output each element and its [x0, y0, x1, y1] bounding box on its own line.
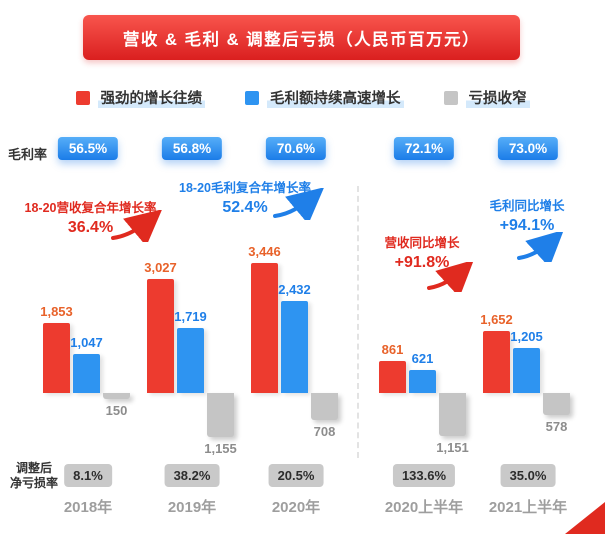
adjusted-loss-rate-badge: 133.6% — [392, 464, 456, 487]
revenue-bar — [43, 323, 70, 393]
revenue-bar-value: 3,027 — [144, 260, 177, 275]
category-label: 2018年 — [63, 499, 113, 516]
loss_narrowing-swatch-icon — [443, 90, 458, 105]
gross-profit-bar — [73, 354, 100, 393]
adjusted-loss-row-label-line2: 净亏损率 — [9, 476, 58, 490]
legend-item-gross_profit: 毛利额持续高速增长 — [245, 87, 404, 108]
legend-item-revenue: 强劲的增长往绩 — [75, 87, 205, 108]
gross-profit-bar-value: 621 — [411, 351, 434, 366]
annotation-grossprofit-yoy: 毛利同比增长 +94.1% — [468, 195, 586, 235]
revenue-bar — [379, 361, 406, 393]
adjusted-loss-rate-badge: 35.0% — [500, 464, 556, 487]
adjusted-loss-bar-value: 150 — [105, 403, 128, 418]
adjusted-loss-bar — [311, 393, 338, 420]
category-label: 2020上半年 — [384, 499, 464, 516]
gross-profit-bar-value: 1,047 — [70, 335, 103, 350]
annotation-revenue-yoy-text: 营收同比增长 — [384, 236, 460, 250]
adjusted-loss-bar-value: 708 — [313, 424, 336, 439]
adjusted-loss-bar — [103, 393, 130, 399]
gross-margin-badge: 56.8% — [161, 137, 223, 160]
category-label: 2019年 — [167, 499, 217, 516]
annotation-grossprofit-cagr-value: 52.4% — [222, 199, 268, 216]
revenue-swatch-icon — [75, 90, 90, 105]
revenue-bar-value: 861 — [381, 342, 404, 357]
gross-profit-bar — [409, 370, 436, 393]
gross-profit-bar-value: 2,432 — [278, 282, 311, 297]
growth-arrow-icon — [111, 210, 162, 242]
adjusted-loss-row-label: 调整后 净亏损率 — [4, 461, 64, 491]
annotation-grossprofit-yoy-text: 毛利同比增长 — [489, 199, 565, 213]
revenue-bar — [251, 263, 278, 393]
gross-profit-bar — [513, 348, 540, 393]
adjusted-loss-bar-value: 1,151 — [436, 440, 469, 455]
adjusted-loss-bar — [207, 393, 234, 437]
category-label: 2020年 — [271, 499, 321, 516]
adjusted-loss-rate-badge: 38.2% — [164, 464, 220, 487]
legend-label: 强劲的增长往绩 — [97, 87, 205, 108]
growth-arrow-icon — [517, 232, 564, 262]
gross-profit-bar — [177, 328, 204, 393]
page-title: 营收 & 毛利 & 调整后亏损（人民币百万元） — [83, 15, 520, 60]
gross-margin-row-label: 毛利率 — [8, 147, 48, 162]
adjusted-loss-bar-value: 1,155 — [204, 441, 237, 456]
legend-item-loss_narrowing: 亏损收窄 — [443, 87, 530, 108]
legend-label: 亏损收窄 — [465, 87, 530, 108]
annotation-grossprofit-cagr-text: 18-20毛利复合年增长率 — [179, 181, 311, 195]
annotation-revenue-cagr-value: 36.4% — [67, 219, 114, 236]
legend-label: 毛利额持续高速增长 — [267, 87, 404, 108]
annotation-grossprofit-cagr: 18-20毛利复合年增长率 52.4% — [170, 177, 320, 217]
category-label: 2021上半年 — [488, 499, 568, 516]
gross-margin-badge: 72.1% — [393, 137, 455, 160]
adjusted-loss-row-label-line1: 调整后 — [15, 461, 52, 475]
gross-profit-bar — [281, 301, 308, 393]
legend: 强劲的增长往绩 毛利额持续高速增长 亏损收窄 — [0, 87, 605, 108]
gross_profit-swatch-icon — [245, 90, 259, 105]
growth-arrow-icon — [273, 188, 324, 220]
adjusted-loss-bar — [543, 393, 570, 415]
gross-margin-badge: 56.5% — [57, 137, 119, 160]
corner-accent-triangle — [565, 502, 605, 534]
adjusted-loss-bar — [439, 393, 466, 436]
period-divider — [357, 186, 359, 458]
gross-margin-badge: 73.0% — [497, 137, 559, 160]
revenue-bar-value: 3,446 — [248, 244, 281, 259]
revenue-bar-value: 1,853 — [40, 304, 73, 319]
gross-profit-bar-value: 1,205 — [510, 329, 543, 344]
adjusted-loss-rate-badge: 20.5% — [268, 464, 324, 487]
revenue-bar-value: 1,652 — [480, 312, 513, 327]
adjusted-loss-rate-badge: 8.1% — [64, 464, 112, 487]
revenue-bar — [147, 279, 174, 393]
gross-profit-bar-value: 1,719 — [174, 309, 207, 324]
growth-arrow-icon — [427, 262, 474, 292]
revenue-bar — [483, 331, 510, 393]
annotation-grossprofit-yoy-value: +94.1% — [499, 217, 555, 234]
gross-margin-badge: 70.6% — [265, 137, 327, 160]
adjusted-loss-bar-value: 578 — [545, 419, 568, 434]
